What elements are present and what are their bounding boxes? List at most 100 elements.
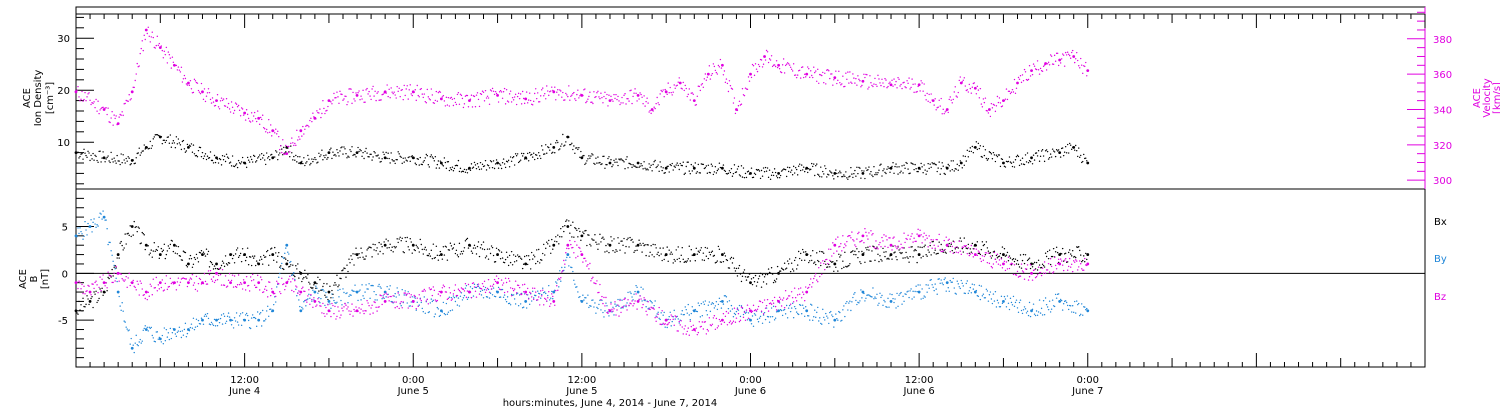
bz-sample (483, 280, 486, 283)
by-sample (509, 304, 512, 306)
bx-sample (628, 246, 630, 248)
velocity-sample (712, 63, 715, 65)
velocity-sample (564, 99, 566, 101)
velocity-sample (398, 87, 400, 89)
density-sample (173, 142, 176, 144)
bx-sample (552, 248, 554, 250)
velocity-sample (127, 100, 129, 103)
density-sample (640, 163, 642, 165)
bz-sample (399, 302, 401, 305)
by-sample (1054, 293, 1057, 296)
bz-sample (535, 291, 537, 293)
velocity-sample (450, 96, 453, 99)
velocity-sample (574, 98, 576, 100)
velocity-sample (901, 87, 903, 90)
density-sample (508, 166, 511, 168)
bx-sample (441, 258, 444, 260)
velocity-sample (364, 101, 366, 103)
velocity-sample (616, 98, 618, 101)
bx-sample (246, 247, 249, 249)
velocity-sample (410, 93, 412, 95)
by-sample (266, 310, 268, 312)
by-sample (658, 317, 660, 320)
by-sample (540, 297, 542, 299)
bz-sample (547, 297, 549, 299)
velocity-sample (701, 83, 704, 85)
by-sample (907, 290, 909, 292)
bz-sample (335, 318, 337, 320)
by-sample (880, 296, 882, 299)
bx-sample (835, 266, 837, 269)
density-sample (1012, 161, 1015, 163)
density-point (1002, 161, 1005, 165)
bx-sample (163, 243, 166, 246)
bz-point (889, 243, 893, 247)
density-sample (1032, 154, 1035, 156)
by-sample (271, 310, 273, 313)
density-sample (1016, 154, 1019, 157)
by-sample (218, 321, 221, 324)
density-sample (530, 153, 533, 156)
bx-sample (899, 251, 901, 254)
velocity-sample (683, 89, 685, 92)
velocity-sample (590, 101, 592, 104)
density-sample (301, 160, 303, 163)
velocity-sample (1079, 67, 1081, 69)
velocity-sample (390, 87, 392, 89)
density-sample (400, 156, 402, 158)
velocity-sample (531, 104, 534, 106)
by-sample (787, 307, 790, 309)
by-sample (586, 302, 588, 305)
bz-sample (185, 278, 188, 280)
density-sample (976, 148, 979, 151)
bx-sample (544, 254, 546, 256)
density-sample (863, 170, 865, 172)
velocity-sample (993, 104, 996, 106)
bx-sample (457, 256, 460, 258)
by-sample (660, 312, 662, 314)
bx-sample (277, 255, 279, 257)
density-sample (200, 155, 203, 158)
density-sample (469, 169, 472, 172)
by-sample (744, 312, 747, 314)
bz-point (1086, 262, 1090, 266)
velocity-sample (543, 95, 545, 97)
velocity-sample (747, 76, 750, 78)
bx-sample (658, 254, 660, 257)
velocity-sample (184, 77, 187, 80)
density-point (861, 172, 865, 175)
by-sample (833, 326, 835, 328)
bx-sample (391, 246, 393, 248)
velocity-sample (586, 100, 588, 103)
bz-sample (598, 291, 600, 294)
bz-sample (158, 288, 161, 290)
by-sample (279, 272, 281, 275)
bx-sample (118, 257, 120, 259)
velocity-sample (307, 124, 309, 127)
by-sample (959, 287, 961, 290)
velocity-sample (79, 99, 81, 102)
by-sample (1044, 297, 1047, 299)
density-sample (497, 167, 500, 169)
velocity-sample (705, 79, 708, 81)
bz-sample (278, 283, 280, 285)
velocity-sample (776, 66, 779, 69)
bz-sample (574, 240, 576, 243)
bx-sample (253, 255, 256, 257)
velocity-sample (695, 104, 697, 106)
bz-sample (512, 289, 515, 292)
bz-sample (540, 290, 542, 292)
density-sample (314, 156, 316, 159)
bx-point (327, 290, 331, 294)
bz-sample (601, 295, 603, 298)
velocity-sample (277, 130, 279, 133)
bx-sample (1024, 254, 1027, 256)
bz-sample (447, 297, 450, 300)
bx-sample (930, 254, 932, 256)
velocity-sample (863, 73, 865, 75)
bz-point (299, 290, 303, 294)
by-sample (574, 283, 576, 285)
velocity-sample (393, 91, 395, 93)
density-sample (155, 133, 157, 136)
velocity-sample (149, 41, 151, 43)
